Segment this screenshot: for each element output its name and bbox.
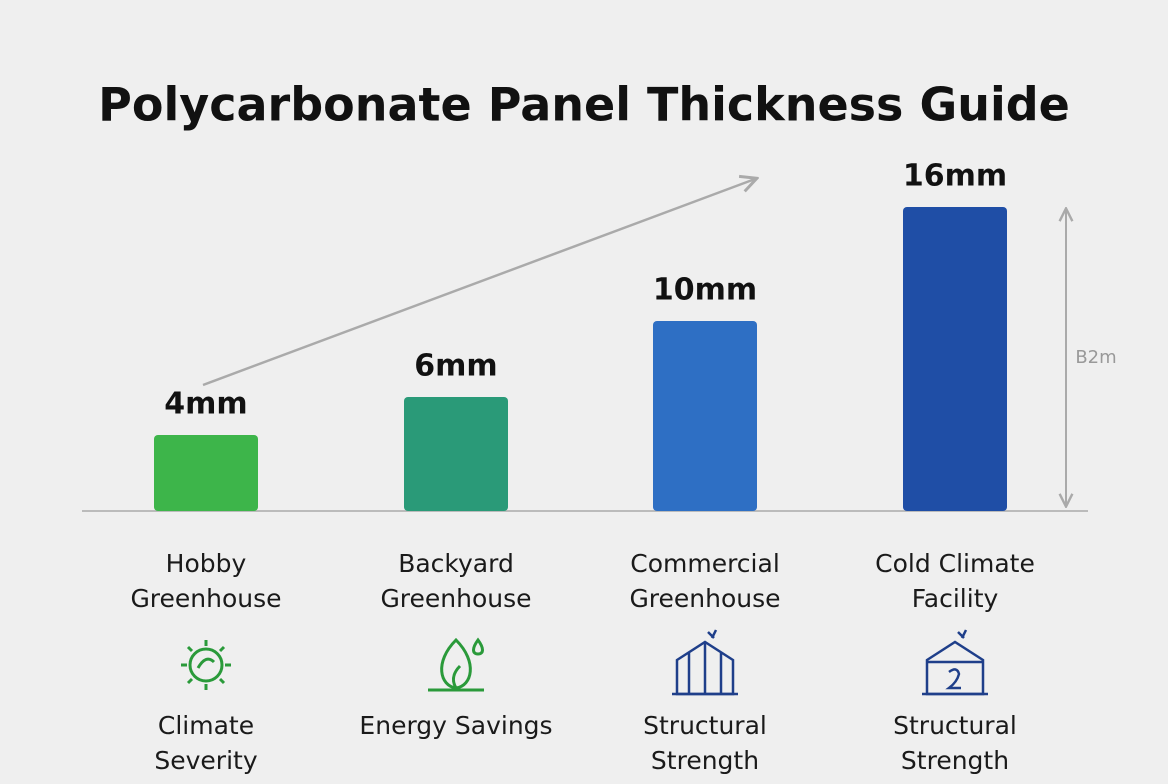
icon-energy [428, 637, 484, 692]
bar [154, 435, 258, 511]
value-label: 6mm [414, 349, 497, 384]
trend-arrow [202, 179, 755, 387]
category-label: Hobby Greenhouse [130, 549, 282, 613]
icon-structure [922, 629, 988, 696]
value-label: 4mm [164, 387, 247, 422]
benefit-label: Structural Strength [893, 711, 1017, 775]
value-label: 16mm [903, 159, 1007, 194]
annotation: B2m [1075, 347, 1116, 368]
bar [903, 207, 1007, 511]
value-label: 10mm [653, 273, 757, 308]
benefit-label: Climate Severity [154, 711, 258, 775]
icon-structure [672, 629, 738, 696]
bar [653, 321, 757, 511]
icon-climate [181, 640, 231, 690]
benefit-label: Energy Savings [359, 711, 553, 740]
category-label: Backyard Greenhouse [380, 549, 532, 613]
category-label: Commercial Greenhouse [629, 549, 781, 613]
category-label: Cold Climate Facility [875, 549, 1035, 613]
bar [404, 397, 508, 511]
chart-title: Polycarbonate Panel Thickness Guide [98, 78, 1070, 132]
benefit-label: Structural Strength [643, 711, 767, 775]
